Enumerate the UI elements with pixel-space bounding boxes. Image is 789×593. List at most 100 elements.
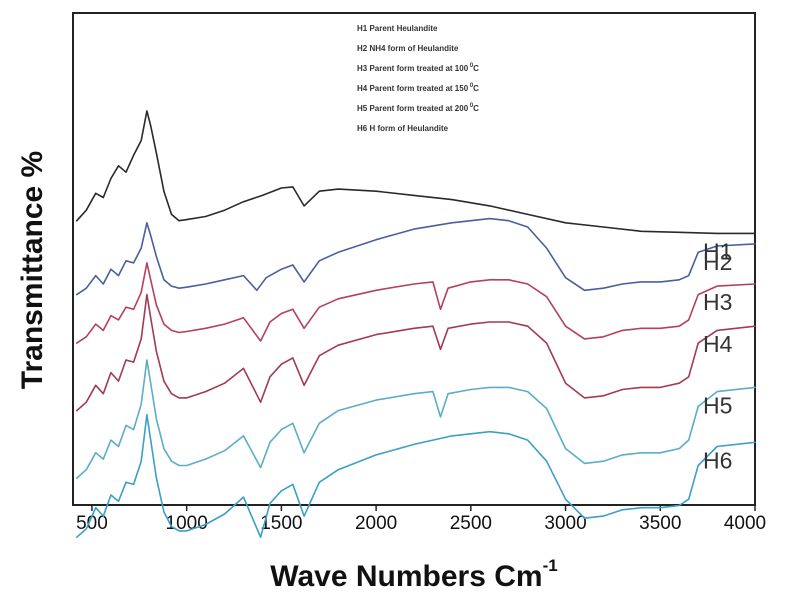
- data-point-h6: [303, 515, 305, 517]
- data-point-h3: [716, 285, 718, 287]
- data-point-h5: [640, 452, 642, 454]
- data-point-h4: [155, 350, 157, 353]
- data-point-h4: [602, 395, 605, 397]
- data-point-h2: [716, 245, 718, 247]
- data-point-h3: [439, 308, 442, 310]
- data-point-h1: [155, 152, 157, 154]
- data-point-h5: [170, 460, 173, 462]
- y-axis-title-text: Transmittance %: [16, 151, 49, 389]
- data-point-h4: [583, 397, 586, 399]
- plot-frame: [72, 12, 756, 506]
- legend-entry-suffix: C: [473, 104, 479, 113]
- x-tick-label: 2000: [355, 513, 397, 534]
- data-point-h5: [716, 391, 718, 393]
- data-point-h2: [508, 220, 510, 222]
- x-axis-ticks: 500 1000 1500 2000 2500 3000 3500 4000: [76, 505, 766, 534]
- series-label-h3: H3: [703, 289, 732, 315]
- data-point-h2: [150, 234, 152, 237]
- data-point-h6: [678, 504, 680, 507]
- spectra-series: [76, 110, 756, 538]
- data-point-h1: [754, 232, 756, 234]
- data-point-h6: [85, 528, 87, 530]
- series-line-h1: [76, 110, 756, 235]
- data-point-h4: [678, 382, 680, 384]
- data-point-h5: [602, 460, 605, 462]
- data-point-h1: [102, 196, 104, 199]
- data-point-h2: [95, 275, 97, 277]
- data-point-h5: [470, 388, 472, 391]
- legend: H1 Parent Heulandite H2 NH4 form of Heula…: [357, 24, 479, 133]
- data-point-h3: [269, 321, 271, 323]
- data-point-h1: [205, 215, 207, 218]
- data-point-h3: [754, 283, 756, 285]
- data-point-h6: [697, 464, 699, 467]
- data-point-h1: [110, 177, 112, 180]
- data-point-h1: [337, 188, 339, 190]
- x-tick-label: 3000: [544, 513, 586, 534]
- data-point-h1: [146, 110, 148, 112]
- data-point-h3: [155, 304, 157, 306]
- data-point-h4: [163, 380, 165, 382]
- data-point-h4: [224, 382, 226, 384]
- data-point-h2: [133, 262, 135, 264]
- data-point-h6: [621, 509, 624, 511]
- data-point-h3: [318, 306, 320, 308]
- legend-entry: H1 Parent Heulandite: [357, 24, 438, 33]
- data-point-h5: [318, 422, 320, 424]
- data-point-h3: [602, 336, 605, 338]
- data-point-h6: [117, 500, 120, 502]
- data-point-h2: [697, 251, 699, 253]
- legend-entry-text: H6 H form of Heulandite: [357, 124, 449, 133]
- data-point-h5: [439, 416, 442, 418]
- data-point-h6: [602, 515, 605, 517]
- data-point-h6: [659, 507, 661, 509]
- x-axis-title: Wave Numbers Cm-1: [270, 556, 557, 593]
- data-point-h1: [527, 213, 529, 215]
- data-point-h3: [447, 287, 449, 289]
- series-label-h2: H2: [703, 249, 732, 275]
- data-point-h5: [224, 450, 226, 452]
- data-point-h2: [140, 247, 142, 249]
- data-point-h1: [170, 213, 173, 215]
- data-point-h4: [565, 382, 567, 384]
- data-point-h3: [621, 329, 624, 331]
- x-tick-label: 3500: [639, 513, 681, 534]
- data-point-h5: [697, 405, 699, 407]
- legend-entry-sup: 0: [468, 63, 474, 69]
- data-point-h4: [508, 321, 510, 323]
- data-point-h4: [125, 359, 127, 361]
- data-point-h5: [565, 448, 567, 450]
- data-point-h1: [117, 165, 120, 167]
- data-point-h2: [178, 287, 180, 289]
- data-point-h4: [170, 393, 173, 395]
- data-point-h1: [76, 220, 78, 222]
- data-point-h2: [565, 277, 567, 279]
- data-point-h1: [318, 190, 320, 192]
- data-point-h2: [155, 256, 157, 258]
- data-point-h5: [688, 439, 690, 441]
- legend-entry-sup: 0: [468, 103, 474, 109]
- legend-entry-text: H5 Parent form treated at 200: [357, 104, 469, 113]
- data-point-h1: [85, 209, 87, 211]
- data-point-h3: [303, 327, 305, 329]
- series-line-h2: [76, 217, 756, 296]
- data-point-h6: [583, 517, 586, 519]
- data-point-h5: [178, 464, 180, 467]
- data-point-h1: [451, 199, 453, 201]
- data-point-h5: [489, 386, 491, 388]
- legend-entry: H6 H form of Heulandite: [357, 124, 449, 133]
- legend-entry: H2 NH4 form of Heulandite: [357, 44, 459, 53]
- data-point-h3: [163, 323, 165, 325]
- data-point-h3: [583, 338, 586, 340]
- data-point-h1: [640, 230, 642, 232]
- data-point-h5: [242, 435, 245, 437]
- data-point-h6: [269, 502, 271, 504]
- data-point-h4: [621, 388, 624, 391]
- data-point-h5: [583, 462, 586, 464]
- data-point-h2: [337, 251, 339, 253]
- data-point-h3: [170, 329, 173, 331]
- data-point-h6: [375, 454, 377, 456]
- series-label-h5: H5: [703, 392, 732, 418]
- data-point-h6: [508, 433, 510, 435]
- data-point-h5: [546, 407, 548, 410]
